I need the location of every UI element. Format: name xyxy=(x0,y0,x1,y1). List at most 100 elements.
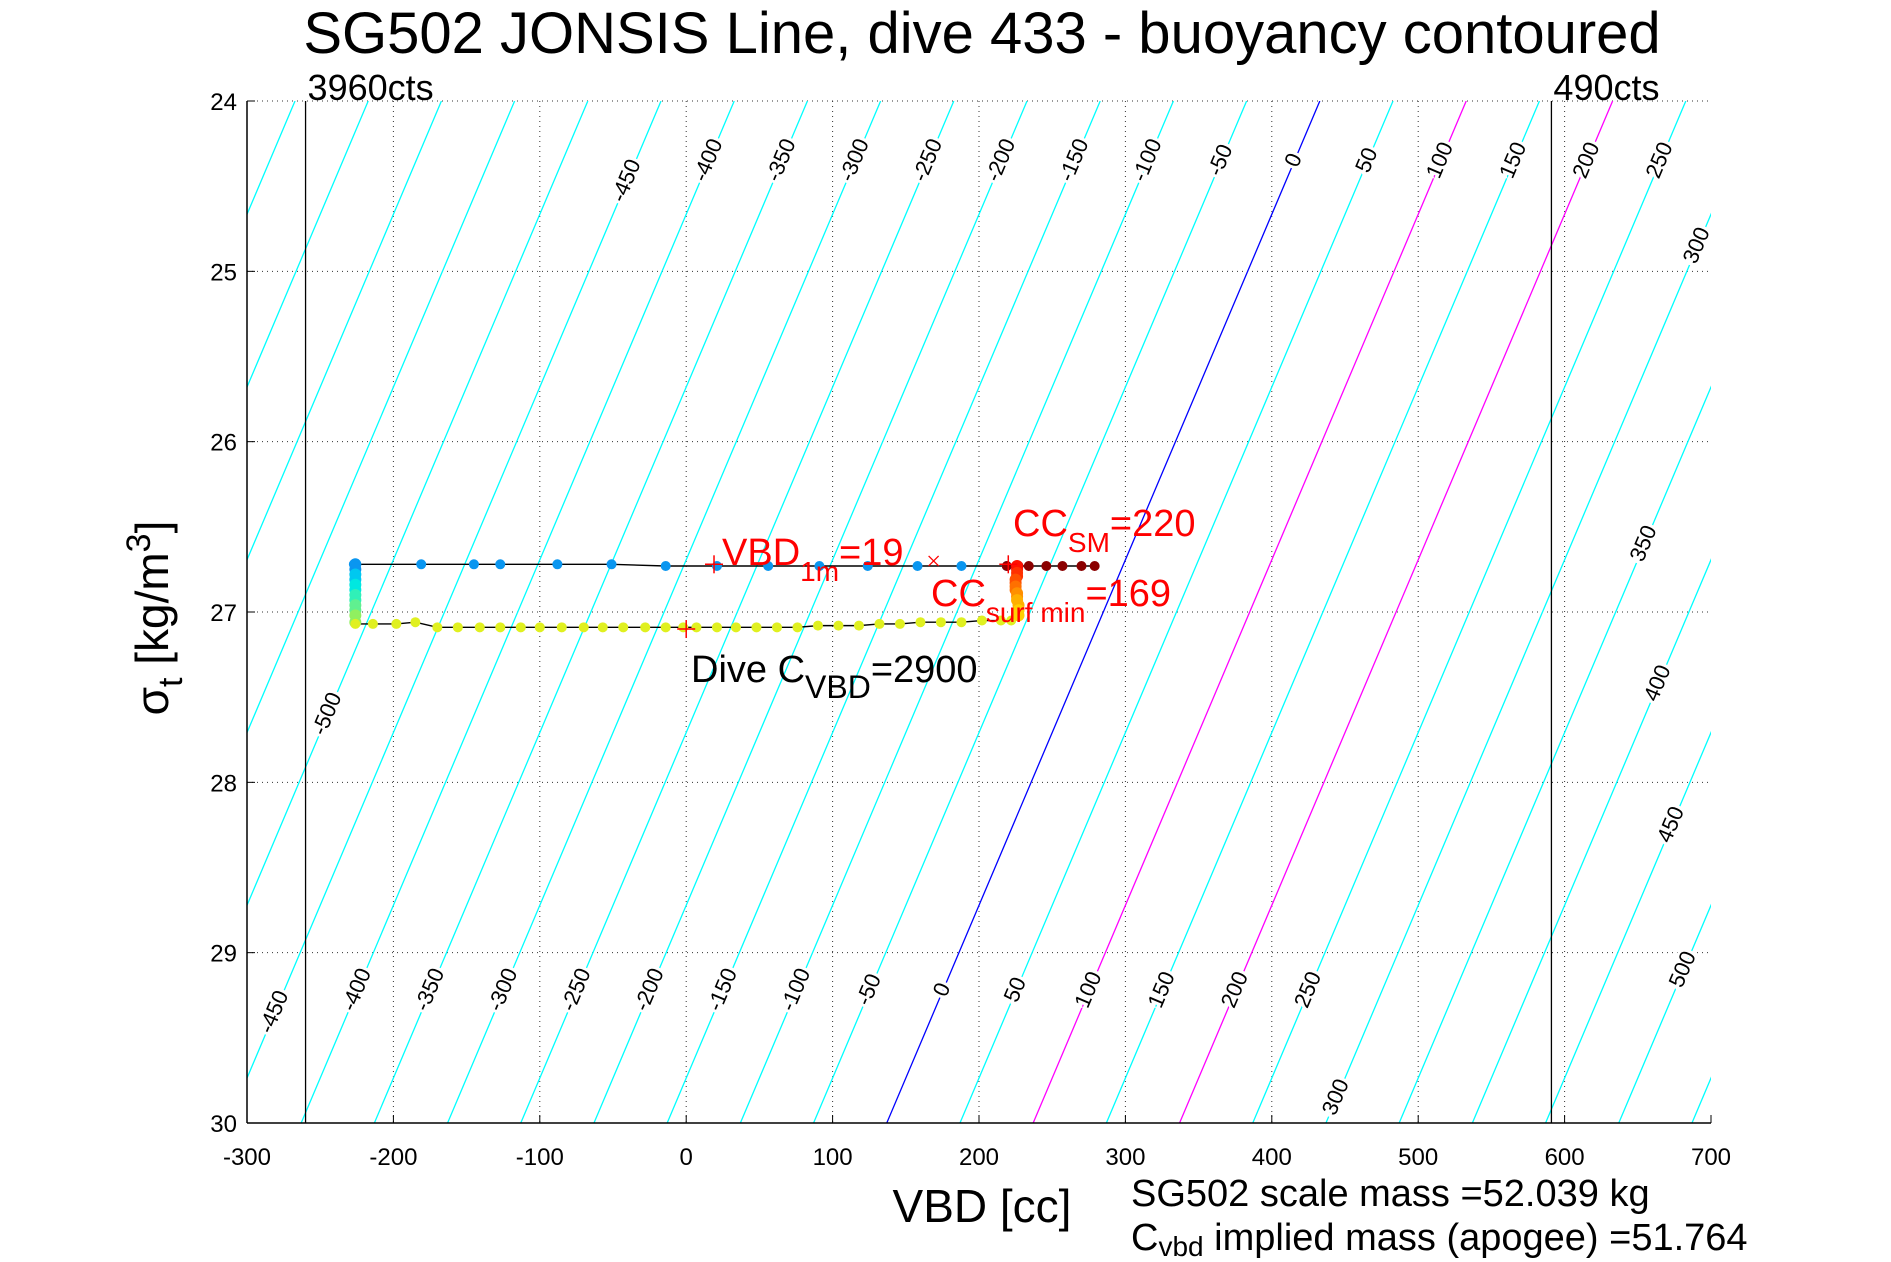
y-label-sup: 3 xyxy=(120,533,158,552)
x-tick-label: -200 xyxy=(369,1144,417,1171)
ascent-point xyxy=(915,617,926,628)
ascent-point xyxy=(874,618,885,629)
contour-label: -450 xyxy=(605,155,645,205)
ccsm-main: CC xyxy=(1013,503,1068,545)
x-tick-label: -300 xyxy=(223,1144,271,1171)
contour-line xyxy=(886,101,1321,1123)
y-label-units: [kg/m xyxy=(126,552,178,677)
contour-label: 150 xyxy=(1494,138,1531,182)
contour-line xyxy=(247,101,662,1080)
axes: -300 -200 -100 0 100 200 300 400 500 600 700242526… xyxy=(210,89,1731,1171)
ascent-point xyxy=(350,618,361,629)
contour-line xyxy=(666,101,1101,1123)
contour-label: 50 xyxy=(998,973,1031,1005)
ascent-point xyxy=(660,622,671,633)
contour-line-group xyxy=(247,101,1711,1123)
x-tick-label: 400 xyxy=(1252,1144,1292,1171)
surface-tail-point xyxy=(1089,561,1100,572)
surface-tail-point xyxy=(1041,561,1052,572)
surface-tail-point xyxy=(1023,561,1034,572)
scale-mass-text: SG502 scale mass =52.039 kg xyxy=(1131,1173,1650,1215)
contour-label: 150 xyxy=(1142,968,1179,1012)
contour-label: 0 xyxy=(928,979,956,1000)
descent-point xyxy=(912,561,923,572)
ascent-line xyxy=(355,619,1012,629)
contour-line xyxy=(446,101,882,1123)
contour-line xyxy=(1471,558,1711,1123)
descent-point xyxy=(862,561,873,572)
contour-label: -400 xyxy=(336,964,376,1014)
y-tick-label: 27 xyxy=(210,600,237,627)
contour-label: -450 xyxy=(253,986,293,1036)
contour-line xyxy=(247,101,589,907)
descent-point xyxy=(956,561,967,572)
contour-line xyxy=(959,101,1394,1123)
ccsm-sub: SM xyxy=(1068,527,1110,558)
ascent-point xyxy=(691,622,702,633)
descent-line xyxy=(353,563,1007,567)
contour-label: -300 xyxy=(834,135,874,185)
ascent-point xyxy=(995,615,1006,626)
markers xyxy=(677,555,1018,639)
contour-label: -250 xyxy=(907,135,947,185)
y-label-sub: t xyxy=(152,677,190,687)
contour-label: 400 xyxy=(1638,661,1675,705)
ascent-point xyxy=(792,622,803,633)
contour-label: -200 xyxy=(980,135,1020,185)
implied-main: C xyxy=(1131,1217,1158,1259)
descent-point xyxy=(495,559,506,570)
marker-stroke xyxy=(928,555,940,567)
contour-label: 350 xyxy=(1624,521,1661,565)
implied-mass-text: Cvbd implied mass (apogee) =51.764 xyxy=(1131,1217,1748,1262)
x-tick-label: 700 xyxy=(1691,1144,1731,1171)
ascent-point xyxy=(556,622,567,633)
contour-label: -400 xyxy=(687,135,727,185)
contour-label: -300 xyxy=(482,964,522,1014)
surface-tail-point xyxy=(1001,561,1012,572)
contour-line xyxy=(247,101,443,562)
vbd1m-value: =19 xyxy=(839,532,903,574)
cross-marker xyxy=(928,555,940,567)
ascent-point xyxy=(640,622,651,633)
ascent-point xyxy=(474,622,485,633)
contour-line xyxy=(593,101,1028,1123)
implied-rest: implied mass (apogee) =51.764 xyxy=(1204,1217,1748,1259)
ascent-point xyxy=(367,618,378,629)
contour-label: -350 xyxy=(761,135,801,185)
contour-label: 100 xyxy=(1069,968,1106,1012)
count-limit-label: 3960cts xyxy=(308,67,434,108)
y-label-symbol: σ xyxy=(126,687,178,715)
vbd1m-sub: 1m xyxy=(800,556,839,587)
contour-line xyxy=(739,101,1175,1123)
contour-line xyxy=(520,101,955,1123)
contour-label: 200 xyxy=(1216,968,1253,1012)
contour-line xyxy=(300,101,735,1123)
y-tick-label: 24 xyxy=(210,89,237,116)
annotation-ccsurf: CCsurf min=169 xyxy=(931,573,1171,628)
ascent-point xyxy=(618,622,629,633)
y-tick-label: 25 xyxy=(210,259,237,286)
contour-label: 250 xyxy=(1640,138,1677,182)
ascent-point xyxy=(894,618,905,629)
contour-label: -100 xyxy=(1127,135,1167,185)
descent-point xyxy=(552,559,563,570)
annotation-dive-cvbd: Dive CVBD=2900 xyxy=(691,649,978,705)
descent-point xyxy=(814,561,825,572)
contour-label: -50 xyxy=(851,970,886,1009)
divecvbd-value: =2900 xyxy=(871,649,978,691)
plus-marker xyxy=(999,555,1018,574)
plus-marker xyxy=(677,620,696,639)
chart-title: SG502 JONSIS Line, dive 433 - buoyancy c… xyxy=(303,1,1660,66)
y-axis-label: σt [kg/m3] xyxy=(120,521,190,716)
contour-line xyxy=(1398,385,1711,1123)
ascent-point xyxy=(956,617,967,628)
contour-line xyxy=(1105,101,1541,1123)
contour-line xyxy=(1178,101,1614,1123)
divecvbd-main: Dive C xyxy=(691,649,805,691)
contour-label: -50 xyxy=(1202,140,1237,179)
annotation-ccsm: CCSM=220 xyxy=(1013,503,1195,558)
descent-point xyxy=(763,561,774,572)
contour-label: -150 xyxy=(702,964,742,1014)
contour-label: -100 xyxy=(775,964,815,1014)
contour-label: 50 xyxy=(1350,144,1383,176)
